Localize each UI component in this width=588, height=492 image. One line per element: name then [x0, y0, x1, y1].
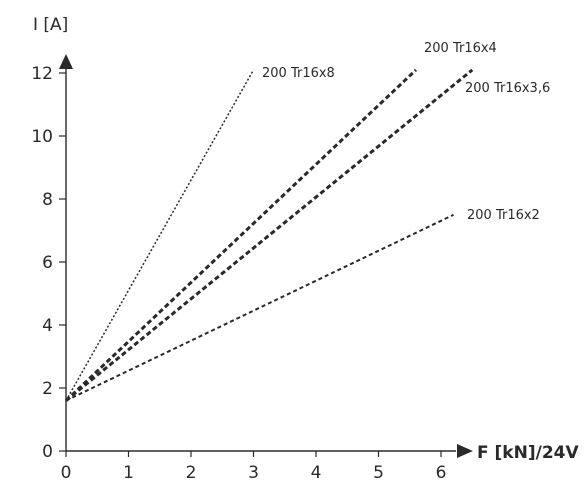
series-label: 200 Tr16x3,6	[465, 81, 550, 96]
series-line	[65, 213, 454, 402]
series-label: 200 Tr16x8	[262, 66, 335, 81]
x-tick-label: 1	[123, 463, 134, 483]
series-label: 200 Tr16x4	[424, 41, 497, 56]
series-lines	[64, 68, 474, 402]
series-labels: 200 Tr16x8 200 Tr16x4 200 Tr16x3,6 200 Tr16…	[262, 41, 550, 223]
x-axis-label: F [kN]/24V	[477, 443, 579, 463]
x-axis-arrow	[457, 444, 473, 458]
y-tick-label: 0	[42, 442, 53, 462]
series-line	[64, 68, 418, 402]
y-tick-label: 12	[31, 64, 53, 84]
y-tick-label: 2	[42, 379, 53, 399]
y-axis-arrow	[59, 54, 73, 69]
series-label: 200 Tr16x2	[467, 208, 540, 223]
axes	[59, 54, 473, 458]
x-tick-label: 3	[248, 463, 259, 483]
y-tick-label: 10	[31, 127, 53, 147]
series-line	[65, 69, 255, 401]
x-tick-label: 5	[373, 463, 384, 483]
series-line	[65, 68, 474, 402]
x-tick-label: 4	[311, 463, 322, 483]
y-tick-label: 4	[42, 316, 53, 336]
y-tick-label: 8	[42, 190, 53, 210]
x-tick-label: 2	[186, 463, 197, 483]
y-axis-label: I [A]	[33, 15, 68, 35]
x-tick-label: 0	[61, 463, 72, 483]
x-tick-label: 6	[436, 463, 447, 483]
y-tick-label: 6	[42, 253, 53, 273]
